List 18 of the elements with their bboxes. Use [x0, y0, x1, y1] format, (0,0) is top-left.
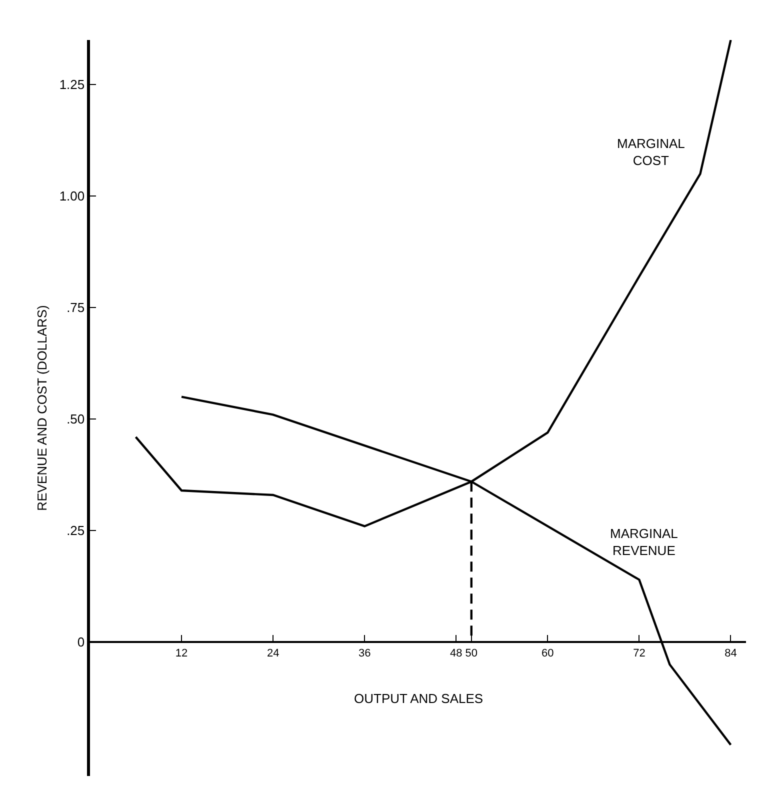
- x-tick-label: 50: [465, 647, 478, 660]
- x-tick-label: 72: [633, 647, 646, 660]
- x-tick-label: 24: [266, 647, 280, 660]
- y-tick-label: .75: [66, 300, 85, 316]
- y-tick-label: 1.00: [59, 188, 85, 204]
- x-tick-label: 84: [724, 647, 737, 660]
- y-tick-label: .25: [66, 523, 85, 538]
- y-tick-label: .50: [66, 412, 85, 427]
- y-tick-label: 1.25: [59, 77, 85, 92]
- x-tick-label: 48: [450, 647, 462, 660]
- series-label: MARGINAL REVENUE: [610, 526, 678, 558]
- y-tick-label: 0: [77, 634, 85, 650]
- x-tick-label: 12: [175, 647, 188, 660]
- series-label: MARGINAL COST: [617, 136, 685, 168]
- x-tick-label: 60: [542, 647, 554, 660]
- x-axis-title: OUTPUT AND SALES: [354, 691, 484, 706]
- x-tick-label: 36: [358, 647, 371, 660]
- y-axis-title: REVENUE AND COST (DOLLARS): [34, 305, 50, 511]
